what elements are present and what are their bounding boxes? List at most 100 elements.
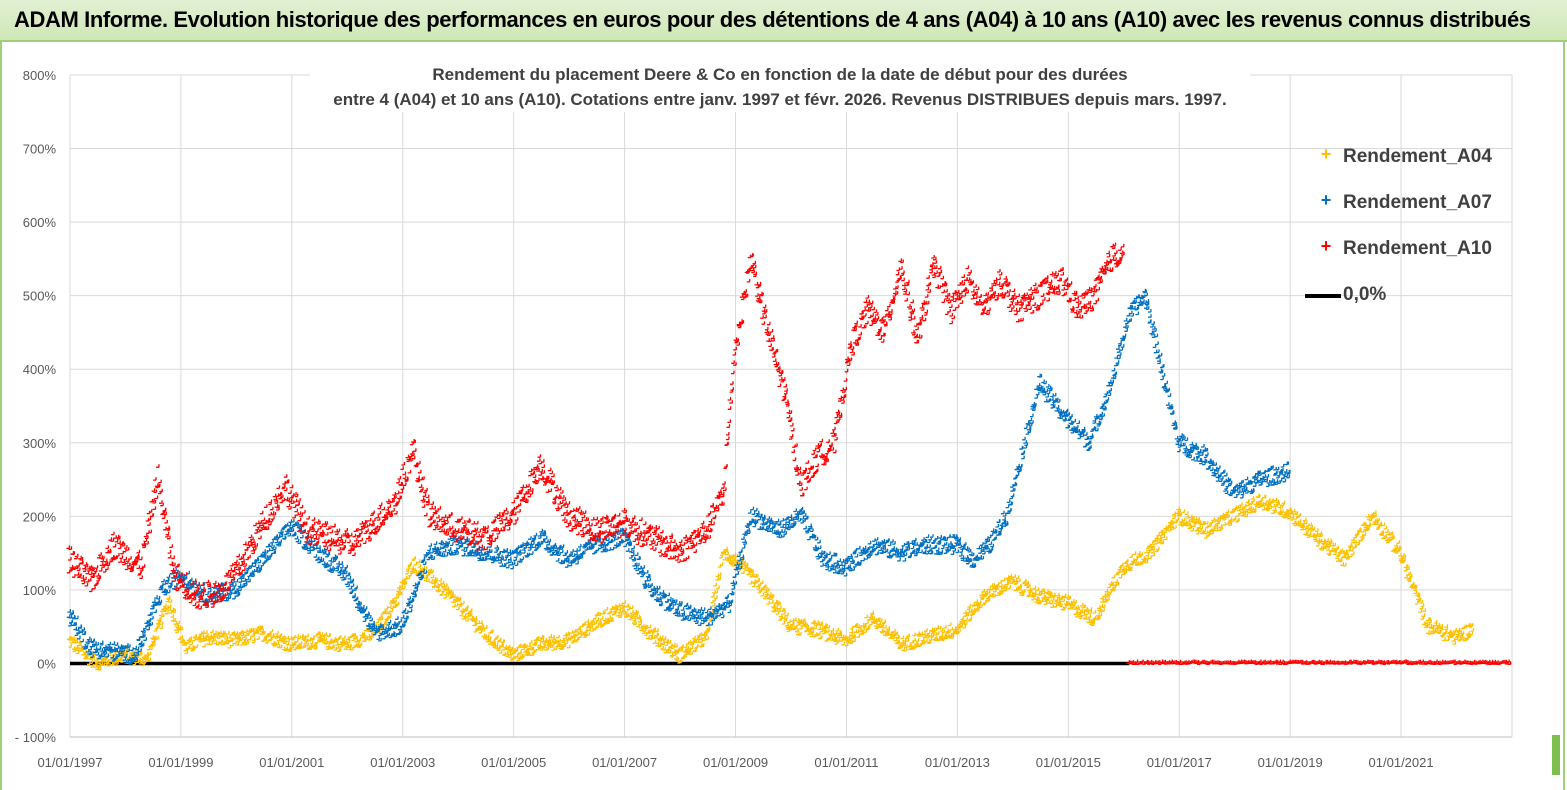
data-point [147, 522, 151, 526]
data-point [835, 627, 839, 632]
data-point [655, 632, 659, 637]
data-point [83, 562, 88, 566]
data-point [262, 549, 266, 553]
data-point [779, 529, 783, 533]
data-point [177, 625, 182, 629]
data-point [754, 574, 759, 578]
data-point [416, 559, 421, 563]
data-point [1001, 577, 1006, 582]
data-point [1170, 411, 1175, 415]
data-point [537, 642, 542, 647]
data-point [950, 551, 955, 555]
data-point [324, 641, 329, 645]
data-point [741, 545, 746, 549]
data-point [116, 553, 120, 557]
data-point [771, 608, 775, 612]
series-rendement_a07 [66, 288, 1291, 665]
data-point [1451, 638, 1456, 642]
data-point [122, 548, 127, 553]
data-point [830, 627, 835, 632]
data-point [716, 603, 721, 607]
data-point [388, 604, 392, 609]
data-point [947, 622, 952, 627]
data-point [1262, 494, 1267, 499]
data-point [1070, 599, 1075, 603]
data-point [934, 536, 939, 540]
data-point [76, 630, 81, 635]
data-point [460, 608, 464, 612]
data-point [152, 506, 157, 511]
data-point [1053, 603, 1058, 608]
data-point [543, 535, 548, 540]
data-point [1365, 514, 1370, 518]
data-point [270, 539, 274, 544]
data-point [227, 644, 232, 649]
data-point [586, 632, 591, 636]
data-point [158, 619, 162, 623]
data-point [630, 613, 634, 618]
data-point [332, 555, 337, 559]
data-point [244, 629, 248, 633]
data-point [855, 561, 859, 565]
data-point [784, 622, 789, 627]
data-point [1092, 610, 1097, 614]
data-point [439, 592, 444, 596]
data-point [680, 607, 685, 611]
data-point [1172, 420, 1176, 425]
data-point [574, 551, 578, 556]
data-point [515, 545, 520, 549]
data-point [94, 565, 99, 569]
data-point [111, 531, 115, 536]
data-point [209, 641, 213, 646]
data-point [1010, 493, 1015, 498]
data-point [819, 550, 823, 554]
data-point [1114, 579, 1118, 583]
data-point [309, 640, 314, 645]
data-point [1280, 464, 1285, 468]
data-point [540, 538, 545, 543]
data-point [1036, 591, 1041, 595]
data-point [183, 572, 188, 576]
data-point [508, 654, 512, 659]
data-point [1269, 478, 1274, 482]
data-point [625, 603, 630, 608]
data-point [159, 625, 163, 630]
data-point [1089, 433, 1094, 438]
data-point [200, 635, 205, 640]
data-point [391, 621, 396, 626]
data-point [213, 640, 218, 645]
data-point [1444, 624, 1449, 628]
data-point [691, 607, 696, 612]
data-point [1232, 516, 1237, 521]
data-point [634, 552, 639, 557]
data-point [1398, 552, 1402, 557]
data-point [1016, 463, 1020, 468]
data-point [1106, 382, 1110, 387]
data-point [756, 578, 761, 582]
data-point [395, 595, 400, 599]
data-point [92, 585, 96, 590]
data-point [1353, 544, 1357, 549]
data-point [751, 583, 756, 588]
data-point [678, 659, 683, 664]
data-point [1050, 604, 1055, 608]
data-point [313, 554, 318, 558]
data-point [190, 645, 195, 649]
data-point [856, 634, 860, 638]
data-point [1359, 534, 1364, 538]
data-point [417, 564, 422, 568]
data-point [145, 656, 149, 661]
data-point [804, 623, 808, 628]
data-point [631, 545, 635, 550]
data-point [212, 638, 216, 642]
data-point [300, 534, 304, 539]
data-point [481, 633, 486, 638]
data-point [406, 600, 410, 605]
data-point [686, 612, 691, 617]
data-point [577, 543, 582, 548]
data-point [1041, 379, 1045, 384]
data-point [326, 643, 330, 648]
data-point [159, 621, 164, 625]
data-point [599, 616, 604, 620]
data-point [939, 633, 944, 638]
